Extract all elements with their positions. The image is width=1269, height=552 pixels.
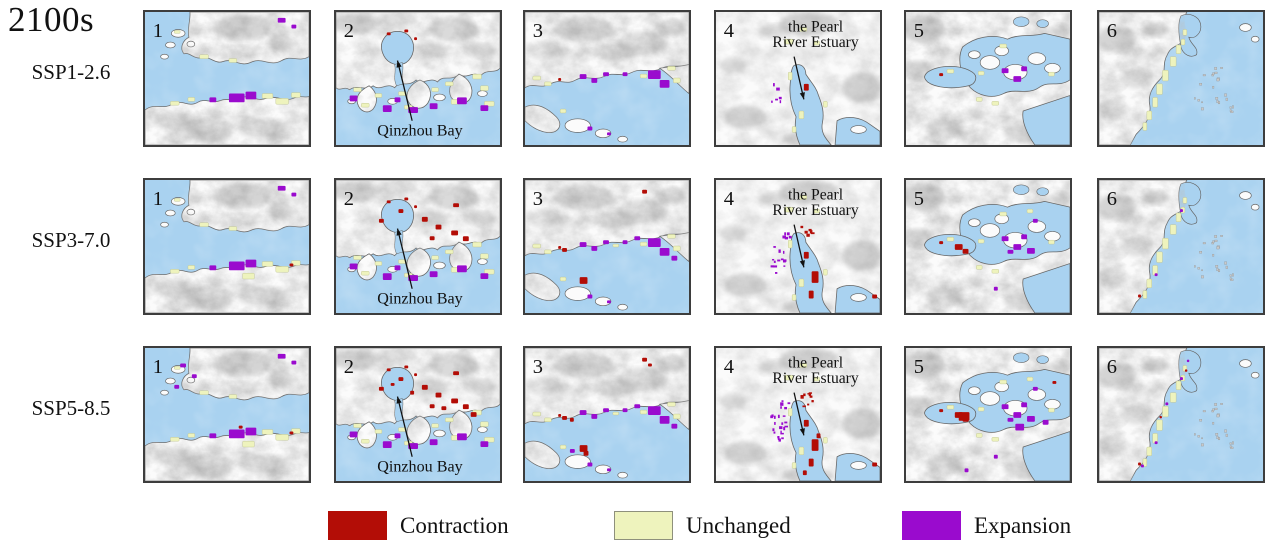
legend-label-contraction: Contraction	[400, 512, 509, 538]
legend-swatch-contraction	[328, 511, 387, 540]
map-panel-row2-col3: 3	[523, 178, 691, 315]
panel-number: 1	[153, 356, 163, 378]
legend-swatch-expansion	[902, 511, 961, 540]
map-svg: 3	[525, 12, 689, 145]
map-svg: 6	[1099, 348, 1263, 481]
map-panel-row2-col2: Qinzhou Bay 2	[334, 178, 502, 315]
map-panel-row2-col1: 1	[143, 178, 311, 315]
map-panel-row3-col5: 5	[904, 346, 1072, 483]
map-svg: Qinzhou Bay 2	[336, 180, 500, 313]
panel-number: 4	[724, 356, 734, 378]
map-panel-row3-col6: 6	[1097, 346, 1265, 483]
map-panel-row1-col6: 6	[1097, 10, 1265, 147]
scenario-label-3: SSP5-8.5	[31, 396, 111, 420]
panel-number: 1	[153, 20, 163, 42]
map-svg: 6	[1099, 12, 1263, 145]
panel-annotation: the Pearl	[788, 186, 844, 203]
panel-number: 6	[1107, 188, 1117, 210]
panel-number: 5	[914, 20, 924, 42]
map-panel-row1-col1: 1	[143, 10, 311, 147]
panel-annotation: Qinzhou Bay	[377, 290, 462, 307]
map-panel-row1-col2: Qinzhou Bay 2	[334, 10, 502, 147]
map-svg: 1	[145, 12, 309, 145]
panel-number: 6	[1107, 20, 1117, 42]
panel-annotation: River Estuary	[772, 370, 858, 387]
scenario-label-1: SSP1-2.6	[31, 60, 111, 84]
map-panel-row2-col5: 5	[904, 178, 1072, 315]
legend-item-contraction: Contraction	[328, 511, 509, 540]
map-svg: 5	[906, 12, 1070, 145]
map-panel-row3-col1: 1	[143, 346, 311, 483]
map-svg: 1	[145, 180, 309, 313]
panel-number: 4	[724, 188, 734, 210]
map-svg: 3	[525, 348, 689, 481]
panel-number: 5	[914, 356, 924, 378]
map-panel-row3-col2: Qinzhou Bay 2	[334, 346, 502, 483]
panel-number: 4	[724, 20, 734, 42]
panel-number: 2	[344, 20, 354, 42]
map-panel-row2-col4: the Pearl River Estuary 4	[714, 178, 882, 315]
panel-number: 6	[1107, 356, 1117, 378]
map-svg: 3	[525, 180, 689, 313]
map-svg: 5	[906, 348, 1070, 481]
map-svg: Qinzhou Bay 2	[336, 348, 500, 481]
map-svg: 5	[906, 180, 1070, 313]
legend-item-unchanged: Unchanged	[614, 511, 791, 540]
map-svg: Qinzhou Bay 2	[336, 12, 500, 145]
panel-annotation: Qinzhou Bay	[377, 458, 462, 475]
panel-number: 2	[344, 188, 354, 210]
map-svg: 6	[1099, 180, 1263, 313]
map-panel-row1-col5: 5	[904, 10, 1072, 147]
panel-annotation: Qinzhou Bay	[377, 122, 462, 139]
panel-number: 5	[914, 188, 924, 210]
legend-label-expansion: Expansion	[974, 512, 1072, 538]
panel-number: 3	[533, 20, 543, 42]
map-panel-row1-col3: 3	[523, 10, 691, 147]
period-label: 2100s	[8, 0, 95, 39]
panel-number: 3	[533, 356, 543, 378]
panel-annotation: River Estuary	[772, 34, 858, 51]
map-panel-row2-col6: 6	[1097, 178, 1265, 315]
map-svg: 1	[145, 348, 309, 481]
panel-annotation: River Estuary	[772, 202, 858, 219]
panel-annotation: the Pearl	[788, 354, 844, 371]
legend-item-expansion: Expansion	[902, 511, 1071, 540]
scenario-label-2: SSP3-7.0	[31, 228, 111, 252]
panel-number: 1	[153, 188, 163, 210]
panel-annotation: the Pearl	[788, 18, 844, 35]
legend: Contraction Unchanged Expansion	[0, 511, 1269, 545]
legend-swatch-unchanged	[614, 511, 673, 540]
panel-number: 3	[533, 188, 543, 210]
map-panel-row3-col4: the Pearl River Estuary 4	[714, 346, 882, 483]
map-panel-row3-col3: 3	[523, 346, 691, 483]
legend-label-unchanged: Unchanged	[686, 512, 791, 538]
panel-number: 2	[344, 356, 354, 378]
map-panel-row1-col4: the Pearl River Estuary 4	[714, 10, 882, 147]
